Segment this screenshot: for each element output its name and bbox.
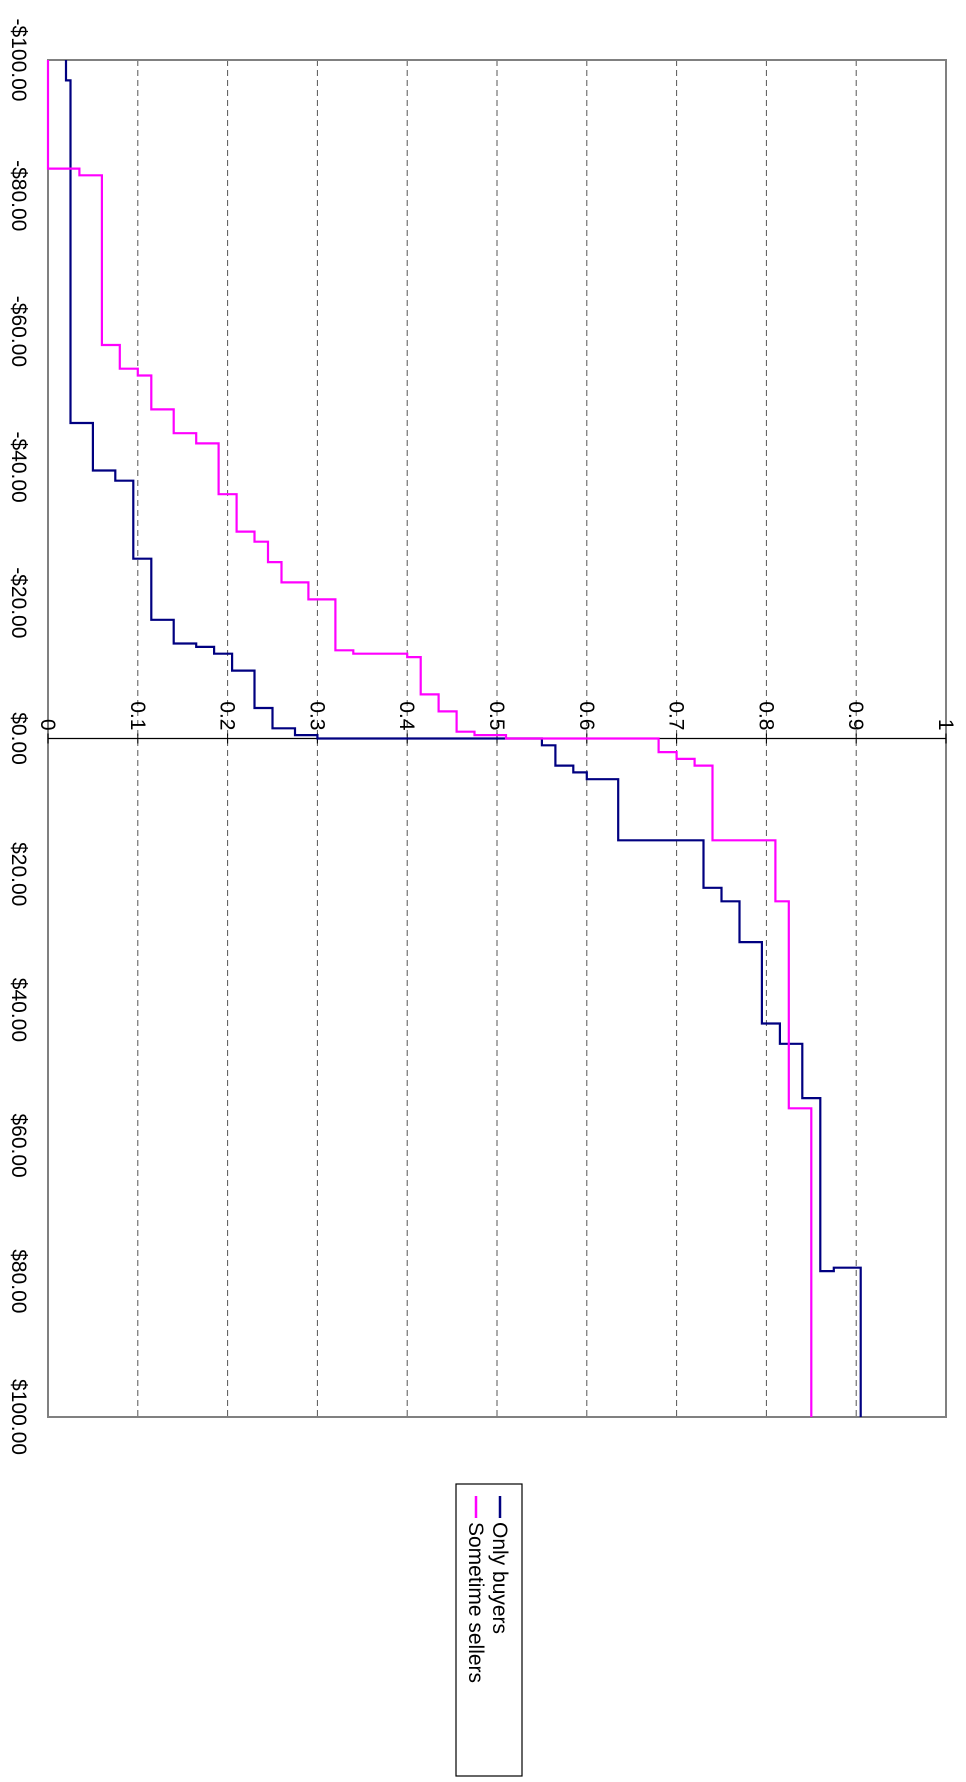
x-tick-label: $20.00: [7, 842, 30, 906]
y-tick-label: 0.1: [126, 701, 149, 730]
y-tick-label: 0.6: [575, 701, 598, 730]
series-lines: [46, 60, 862, 1417]
y-tick-label: 0: [36, 719, 59, 731]
legend-label-2: Sometime sellers: [464, 1522, 487, 1683]
x-tick-label: -$80.00: [7, 160, 30, 231]
x-tick-label: $40.00: [7, 978, 30, 1042]
y-tick-label: 1: [934, 719, 957, 731]
x-tick-label: $80.00: [7, 1249, 30, 1313]
gridlines: [137, 60, 857, 1417]
x-tick-label: -$60.00: [7, 296, 30, 367]
x-tick-label: $60.00: [7, 1113, 30, 1177]
y-tick-label: 0.4: [395, 701, 418, 731]
y-tick-label: 0.8: [754, 701, 777, 730]
series-line-2: [46, 60, 813, 1417]
x-tick-label: $100.00: [7, 1379, 30, 1455]
legend-box: [455, 1483, 523, 1777]
y-tick-label: 0.7: [665, 701, 688, 730]
x-tick-label: -$40.00: [7, 431, 30, 502]
x-tick-labels: -$100.00 -$80.00 -$60.00 -$40.00 -$20.00 $0.0…: [7, 19, 30, 1455]
y-tick-label: 0.2: [216, 701, 239, 730]
y-tick-label: 0.9: [844, 701, 867, 730]
series-line-1: [64, 60, 862, 1417]
y-tick-label: 0.3: [305, 701, 328, 730]
x-tick-label: -$100.00: [7, 19, 30, 102]
x-tick-label: $0.00: [7, 712, 30, 765]
y-tick-label: 0.5: [485, 701, 508, 730]
legend-label-1: Only buyers: [488, 1522, 511, 1634]
y-tick-labels: 0 0.1 0.2 0.3 0.4 0.5 0.6 0.7 0.8 0.9 1: [36, 701, 957, 731]
x-tick-label: -$20.00: [7, 567, 30, 638]
